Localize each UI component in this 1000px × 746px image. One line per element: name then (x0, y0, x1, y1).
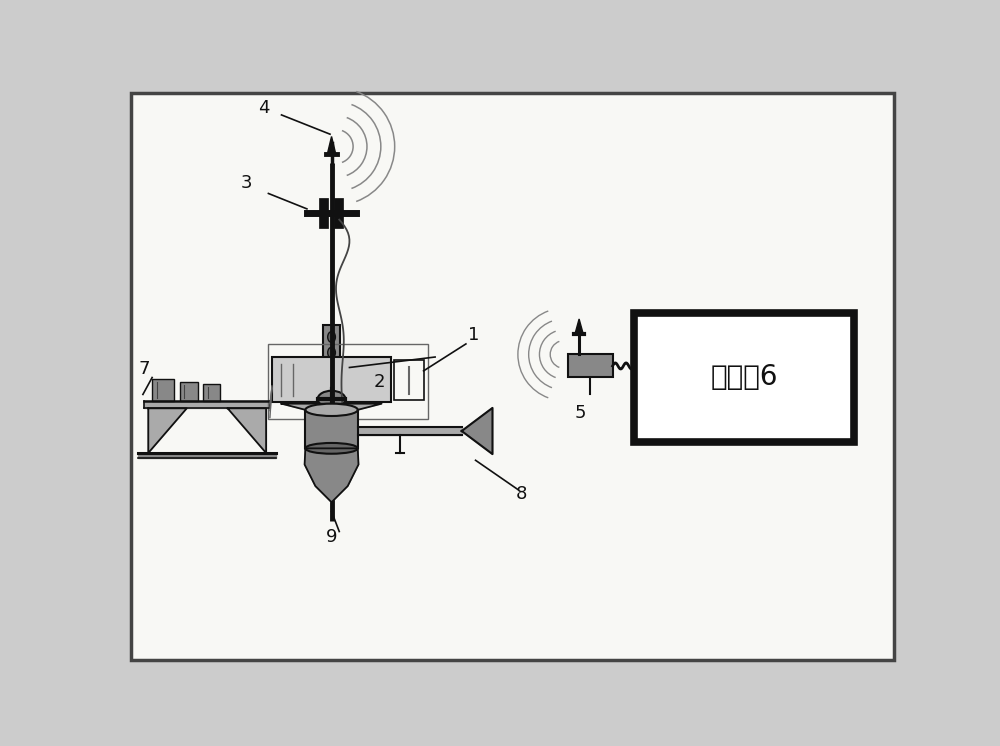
Text: 9: 9 (325, 528, 337, 546)
Ellipse shape (328, 332, 335, 342)
Polygon shape (138, 453, 276, 458)
Bar (272, 357, 391, 402)
Text: 1: 1 (468, 326, 480, 344)
Bar (203, 383, 220, 401)
Text: 4: 4 (258, 98, 270, 116)
Polygon shape (144, 401, 270, 408)
Polygon shape (228, 408, 266, 453)
Bar (568, 354, 613, 377)
Bar (634, 313, 854, 442)
Bar (305, 410, 358, 448)
Text: 8: 8 (516, 485, 527, 503)
Polygon shape (282, 404, 382, 410)
Polygon shape (327, 137, 336, 154)
Polygon shape (305, 448, 358, 502)
Ellipse shape (305, 443, 358, 454)
Bar (180, 382, 198, 401)
Bar (394, 360, 424, 400)
Text: 3: 3 (241, 174, 252, 192)
Ellipse shape (305, 404, 358, 416)
Bar (152, 379, 174, 401)
Text: 2: 2 (374, 373, 385, 391)
Polygon shape (148, 408, 187, 453)
Text: 7: 7 (138, 360, 150, 377)
Bar (323, 325, 340, 368)
Bar (268, 344, 428, 419)
Polygon shape (358, 427, 462, 435)
Text: 5: 5 (574, 404, 586, 421)
Ellipse shape (318, 391, 345, 407)
Polygon shape (575, 319, 583, 334)
Text: 上位机6: 上位机6 (710, 363, 778, 392)
Ellipse shape (328, 348, 335, 358)
Polygon shape (462, 408, 492, 454)
